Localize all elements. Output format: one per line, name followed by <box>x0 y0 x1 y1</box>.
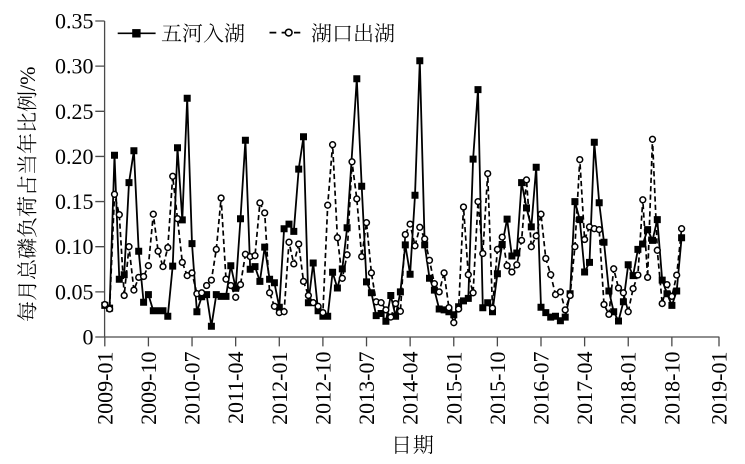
svg-text:0.10: 0.10 <box>55 234 94 259</box>
svg-text:0: 0 <box>83 324 94 349</box>
svg-text:2011-04: 2011-04 <box>223 352 248 425</box>
svg-text:2015-01: 2015-01 <box>441 352 466 425</box>
svg-text:/%: /% <box>15 67 40 91</box>
svg-text:2012-01: 2012-01 <box>267 352 292 425</box>
svg-text:0.25: 0.25 <box>55 99 94 124</box>
svg-text:2015-10: 2015-10 <box>485 352 510 425</box>
svg-text:0.20: 0.20 <box>55 144 94 169</box>
svg-text:0.30: 0.30 <box>55 54 94 79</box>
svg-text:2018-10: 2018-10 <box>659 352 684 425</box>
svg-text:2018-01: 2018-01 <box>616 352 641 425</box>
svg-text:2012-10: 2012-10 <box>310 352 335 425</box>
svg-text:2019-01: 2019-01 <box>707 352 732 425</box>
svg-text:2014-04: 2014-04 <box>398 352 423 425</box>
svg-text:2009-01: 2009-01 <box>92 352 117 425</box>
svg-text:2017-04: 2017-04 <box>572 352 597 425</box>
svg-text:2009-10: 2009-10 <box>136 352 161 425</box>
svg-text:2016-07: 2016-07 <box>529 352 554 425</box>
svg-text:0.15: 0.15 <box>55 189 94 214</box>
svg-text:2013-07: 2013-07 <box>354 352 379 425</box>
svg-text:0.05: 0.05 <box>55 279 94 304</box>
svg-text:0.35: 0.35 <box>55 8 94 33</box>
svg-text:2010-07: 2010-07 <box>180 352 205 425</box>
